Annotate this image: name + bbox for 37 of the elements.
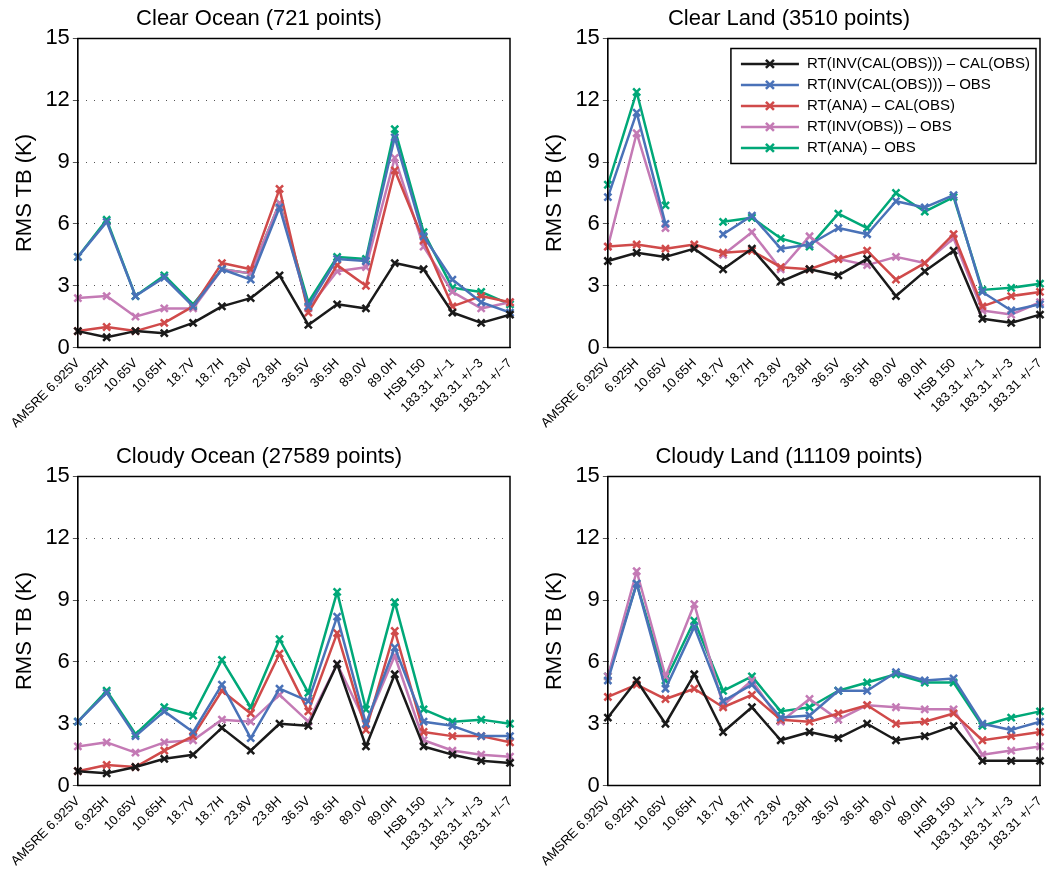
chart-title: Cloudy Land (11109 points) (655, 443, 923, 469)
y-tick-label: 12 (45, 524, 70, 550)
y-tick-label: 0 (587, 771, 600, 797)
y-tick-label: 0 (57, 771, 70, 797)
y-tick-label: 12 (575, 524, 600, 550)
legend-label: RT(ANA) – OBS (806, 138, 916, 156)
legend-label: RT(INV(CAL(OBS))) – CAL(OBS) (806, 54, 1031, 72)
y-axis-title: RMS TB (K) (541, 571, 567, 691)
y-tick-label: 6 (587, 647, 600, 673)
y-axis-title: RMS TB (K) (541, 133, 567, 253)
y-tick-label: 0 (587, 333, 600, 359)
legend-label: RT(INV(OBS)) – OBS (806, 117, 952, 135)
chart-title: Clear Ocean (721 points) (136, 5, 382, 31)
y-tick-label: 15 (575, 24, 600, 50)
y-tick-label: 12 (575, 86, 600, 112)
y-tick-label: 6 (587, 209, 600, 235)
y-axis-title: RMS TB (K) (11, 133, 37, 253)
y-tick-label: 3 (587, 709, 600, 735)
y-tick-label: 9 (57, 586, 70, 612)
y-tick-label: 9 (57, 148, 70, 174)
y-tick-label: 3 (57, 709, 70, 735)
legend-label: RT(ANA) – CAL(OBS) (806, 96, 956, 114)
y-tick-label: 6 (57, 647, 70, 673)
y-tick-label: 0 (57, 333, 70, 359)
y-tick-label: 9 (587, 586, 600, 612)
y-tick-label: 6 (57, 209, 70, 235)
y-tick-label: 3 (57, 271, 70, 297)
y-tick-label: 12 (45, 86, 70, 112)
y-tick-label: 15 (575, 462, 600, 488)
chart-title: Cloudy Ocean (27589 points) (115, 443, 403, 469)
chart-title: Clear Land (3510 points) (667, 5, 911, 31)
y-tick-label: 9 (587, 148, 600, 174)
legend-label: RT(INV(CAL(OBS))) – OBS (806, 75, 991, 93)
y-tick-label: 15 (45, 24, 70, 50)
y-tick-label: 3 (587, 271, 600, 297)
y-tick-label: 15 (45, 462, 70, 488)
y-axis-title: RMS TB (K) (11, 571, 37, 691)
